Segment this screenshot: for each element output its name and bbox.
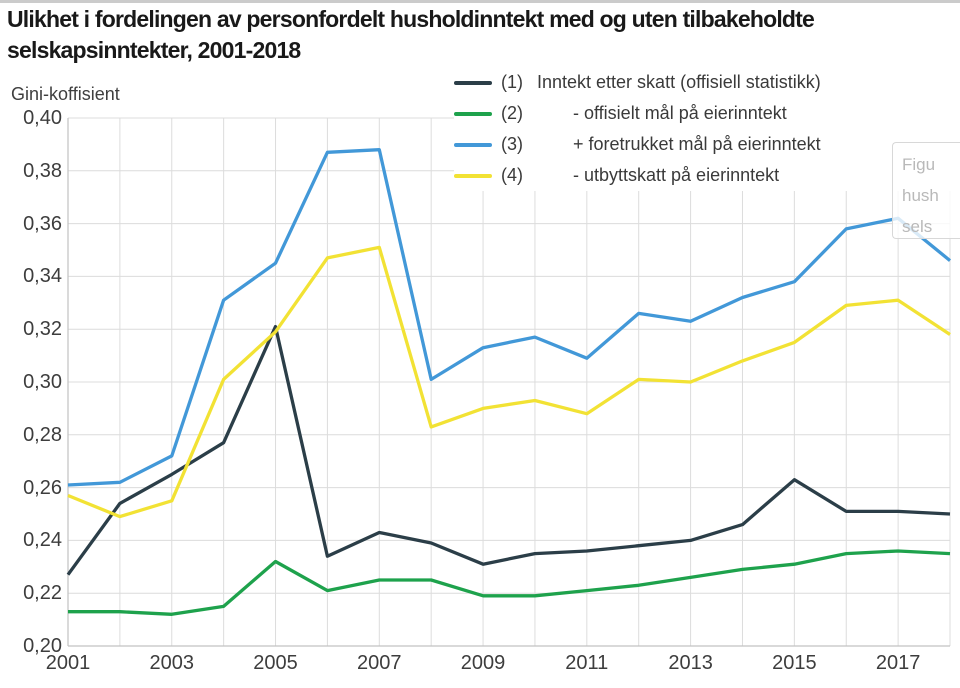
legend-swatch	[454, 142, 492, 147]
tooltip-fragment: Figu hush sels	[892, 142, 960, 239]
series-line-4	[67, 245, 951, 519]
legend-item: (3) + foretrukket mål på eierinntekt	[454, 129, 954, 160]
legend-swatch	[454, 80, 492, 85]
series-line-2	[68, 549, 951, 616]
x-tick-label: 2003	[149, 652, 195, 674]
x-tick-label: 2011	[565, 652, 609, 674]
legend-series-number: (4)	[501, 165, 523, 185]
legend-item: (1) Inntekt etter skatt (offisiell statis…	[454, 67, 954, 98]
y-tick-label: 0,24	[23, 529, 62, 552]
legend-item: (2) - offisielt mål på eierinntekt	[454, 98, 954, 129]
y-tick-label: 0,20	[23, 635, 62, 657]
y-tick-label: 0,22	[23, 582, 62, 605]
legend-series-label: + foretrukket mål på eierinntekt	[573, 134, 821, 154]
x-tick-label: 2017	[875, 652, 921, 674]
y-tick-label: 0,38	[23, 159, 62, 182]
x-tick-label: 2001	[45, 652, 91, 674]
y-axis-unit-label: Gini-koffisient	[11, 84, 120, 104]
legend-series-number: (2)	[501, 103, 523, 123]
top-border-strip	[0, 0, 960, 3]
legend-swatch	[454, 111, 492, 116]
x-tick-label: 2015	[772, 652, 817, 674]
y-tick-label: 0,28	[23, 423, 62, 446]
y-tick-label: 0,40	[23, 107, 62, 129]
series-line-3	[67, 148, 952, 487]
tooltip-text-line: hush	[902, 186, 939, 205]
y-tick-label: 0,30	[23, 371, 62, 393]
legend-series-label: - utbyttskatt på eierinntekt	[573, 165, 780, 185]
legend-series-label: Inntekt etter skatt (offisiell statistik…	[537, 72, 821, 92]
y-tick-label: 0,36	[23, 212, 62, 235]
chart-legend: (1) Inntekt etter skatt (offisiell statis…	[454, 67, 954, 191]
y-tick-label: 0,34	[23, 265, 62, 288]
legend-series-number: (3)	[501, 134, 523, 154]
x-tick-label: 2005	[253, 652, 298, 674]
x-tick-label: 2007	[357, 652, 402, 674]
x-tick-label: 2009	[460, 652, 506, 674]
y-tick-label: 0,32	[23, 318, 62, 341]
y-tick-label: 0,26	[23, 476, 62, 499]
legend-swatch	[454, 173, 492, 178]
legend-series-number: (1)	[501, 72, 523, 92]
tooltip-text-line: sels	[902, 217, 933, 236]
x-tick-label: 2013	[668, 652, 713, 674]
legend-series-label: - offisielt mål på eierinntekt	[573, 103, 787, 123]
legend-item: (4) - utbyttskatt på eierinntekt	[454, 160, 954, 191]
tooltip-text-line: Figu	[902, 155, 936, 174]
series-line-1	[66, 324, 951, 576]
chart-title: Ulikhet i fordelingen av personfordelt h…	[7, 6, 815, 63]
